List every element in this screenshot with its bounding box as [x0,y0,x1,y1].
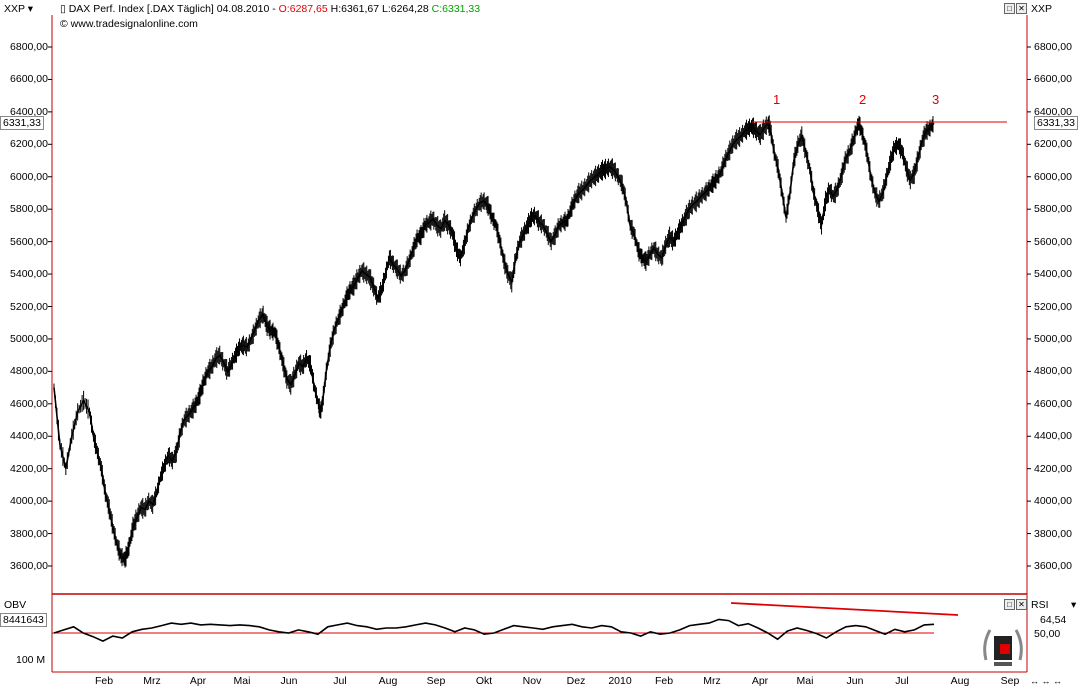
price-tick-label-right: 4200,00 [1034,462,1072,475]
price-tick-label-right: 5000,00 [1034,332,1072,345]
time-tick-label: Apr [189,675,207,687]
price-tick-label-right: 3600,00 [1034,560,1072,572]
price-tick-label-right: 3800,00 [1034,527,1072,540]
obv-scale-label: 100 M [16,654,46,666]
obv-divergence-line [730,602,959,616]
price-tick-label-right: 4800,00 [1034,365,1072,378]
price-tick-label: 6400,00 [10,105,48,118]
price-tick-label: 6200,00 [10,138,48,151]
price-tick-label-right: 4000,00 [1034,495,1072,508]
price-tick-label: 6600,00 [10,73,48,86]
price-tick-label-right: 5800,00 [1034,203,1072,216]
price-tick-label: 4400,00 [10,430,48,443]
price-tick-label: 3600,00 [10,560,48,572]
obv-label: OBV [4,599,27,611]
rsi-scale-label: 50,00 [1034,628,1061,640]
peak-label-2: 2 [859,92,867,107]
price-tick-label: 6000,00 [10,170,48,183]
price-tick-label: 4000,00 [10,495,48,508]
time-tick-label: Aug [378,675,398,687]
time-tick-label: Aug [950,675,970,687]
price-tick-label: 4800,00 [10,365,48,378]
peak-label-1: 1 [773,92,781,107]
price-tick-label-right: 6600,00 [1034,73,1072,86]
price-tick-label: 5400,00 [10,268,48,281]
low-value: L:6264,28 [382,3,429,15]
time-tick-label: Mrz [703,675,721,687]
last-price-tag-left: 6331,33 [0,116,44,130]
rsi-value-tag: 64,54 [1040,614,1067,626]
price-tick-label-right: 6400,00 [1034,105,1072,118]
panel-maximize-button[interactable]: □ [1004,599,1015,610]
open-value: O:6287,65 [278,3,328,15]
time-tick-label: Jul [333,675,347,687]
price-tick-label: 5800,00 [10,203,48,216]
price-tick-label-right: 5400,00 [1034,268,1072,281]
symbol-selector-left[interactable]: XXP ▾ [4,3,34,15]
time-tick-label: Mrz [143,675,161,687]
candle-icon: ▯ [60,3,66,15]
time-tick-label: 2010 [608,675,632,687]
symbol-selector-right[interactable]: XXP [1031,3,1053,15]
time-tick-label: Okt [475,675,493,687]
bull-logo-icon [983,629,1023,666]
time-tick-label: Feb [654,675,674,687]
price-line [53,120,935,561]
maximize-button[interactable]: □ [1004,3,1015,14]
time-tick-label: Dez [566,675,586,687]
time-tick-label: Sep [1000,675,1020,687]
price-tick-label-right: 6800,00 [1034,41,1072,53]
source-url: © www.tradesignalonline.com [60,18,198,30]
high-value: H:6361,67 [330,3,380,15]
time-tick-label: Mai [233,675,251,687]
price-tick-label-right: 4600,00 [1034,397,1072,410]
time-tick-label: Apr [751,675,769,687]
instrument-title: ▯ DAX Perf. Index [.DAX Täglich] 04.08.2… [60,3,481,15]
time-tick-label: Feb [94,675,114,687]
obv-value-tag: 8441643 [0,613,47,627]
price-tick-label: 5000,00 [10,332,48,345]
rsi-menu-arrow[interactable]: ▾ [1071,599,1077,611]
price-tick-label: 5200,00 [10,300,48,313]
obv-line [53,618,935,642]
price-tick-label: 5600,00 [10,235,48,248]
close-value: C:6331,33 [431,3,481,15]
rsi-label: RSI [1031,599,1049,611]
price-axis-ticks [48,46,1031,567]
last-price-tag-right: 6331,33 [1034,116,1078,130]
time-tick-label: Sep [426,675,446,687]
panel-close-button[interactable]: ✕ [1016,599,1027,610]
copyright-icon: © [60,18,68,30]
price-tick-label: 3800,00 [10,527,48,540]
price-tick-label: 6800,00 [10,41,48,53]
indicator-series [53,618,935,642]
time-tick-label: Jun [846,675,864,687]
price-tick-label-right: 6200,00 [1034,138,1072,151]
scroll-arrows[interactable]: ↔ ↔ ↔ [1030,676,1063,686]
peak-label-3: 3 [932,92,940,107]
annotations [52,121,1007,634]
time-tick-label: Jun [280,675,298,687]
close-button[interactable]: ✕ [1016,3,1027,14]
price-tick-label: 4600,00 [10,397,48,410]
price-tick-label: 4200,00 [10,462,48,475]
time-tick-label: Mai [796,675,814,687]
time-tick-label: Nov [522,675,542,687]
price-series [53,115,935,568]
price-tick-label-right: 5200,00 [1034,300,1072,313]
price-tick-label-right: 4400,00 [1034,430,1072,443]
price-tick-label-right: 5600,00 [1034,235,1072,248]
price-tick-label-right: 6000,00 [1034,170,1072,183]
time-tick-label: Jul [895,675,909,687]
